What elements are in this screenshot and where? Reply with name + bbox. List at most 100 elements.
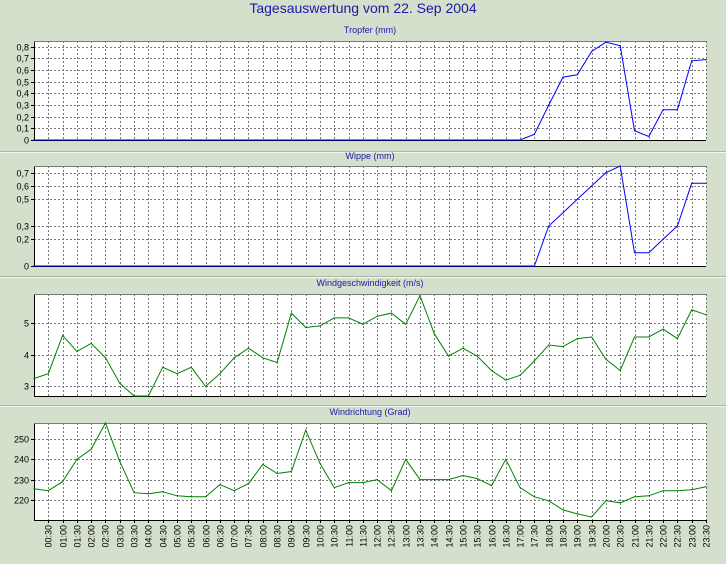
data-point xyxy=(391,313,392,314)
data-point xyxy=(634,496,635,497)
data-point xyxy=(348,482,349,483)
data-point xyxy=(76,459,77,460)
y-tick-label: 230 xyxy=(14,476,29,486)
data-point xyxy=(648,336,649,337)
data-point xyxy=(491,139,492,140)
y-tick-label: 0,7 xyxy=(16,169,29,179)
panel-title: Windgeschwindigkeit (m/s) xyxy=(316,278,423,288)
data-point xyxy=(462,265,463,266)
data-point xyxy=(677,109,678,110)
x-tick-label: 23:00 xyxy=(688,525,698,548)
x-tick-label: 12:30 xyxy=(387,525,397,548)
data-point xyxy=(33,378,34,379)
data-point xyxy=(191,367,192,368)
data-point xyxy=(348,139,349,140)
data-point xyxy=(605,42,606,43)
data-point xyxy=(91,139,92,140)
data-point xyxy=(277,473,278,474)
data-point xyxy=(548,225,549,226)
data-point xyxy=(134,139,135,140)
x-tick-label: 09:00 xyxy=(287,525,297,548)
data-point xyxy=(477,478,478,479)
data-point xyxy=(677,338,678,339)
data-point xyxy=(305,139,306,140)
data-point xyxy=(362,482,363,483)
data-point xyxy=(205,265,206,266)
x-tick-label: 11:00 xyxy=(345,525,355,547)
data-point xyxy=(319,139,320,140)
data-point xyxy=(291,139,292,140)
x-tick-label: 00:30 xyxy=(44,525,54,548)
data-point xyxy=(648,136,649,137)
data-point xyxy=(162,491,163,492)
data-point xyxy=(205,496,206,497)
data-point xyxy=(62,335,63,336)
data-point xyxy=(91,449,92,450)
data-point xyxy=(605,359,606,360)
data-point xyxy=(305,327,306,328)
y-tick-label: 5 xyxy=(24,319,29,329)
x-tick-label: 08:30 xyxy=(273,525,283,548)
data-point xyxy=(148,395,149,396)
data-point xyxy=(334,139,335,140)
data-point xyxy=(505,139,506,140)
data-point xyxy=(134,395,135,396)
data-point xyxy=(334,265,335,266)
y-tick-label: 250 xyxy=(14,435,29,445)
data-point xyxy=(691,489,692,490)
data-point xyxy=(391,265,392,266)
data-point xyxy=(248,265,249,266)
data-point xyxy=(634,252,635,253)
y-tick-label: 0,2 xyxy=(16,113,29,123)
x-tick-label: 16:30 xyxy=(502,525,512,548)
data-point xyxy=(362,324,363,325)
x-tick-label: 14:00 xyxy=(430,525,440,548)
x-tick-label: 10:00 xyxy=(316,525,326,548)
x-tick-label: 11:30 xyxy=(359,525,369,547)
x-tick-label: 01:00 xyxy=(59,525,69,548)
data-point xyxy=(105,357,106,358)
x-tick-label: 07:30 xyxy=(244,525,254,548)
x-tick-label: 17:00 xyxy=(516,525,526,548)
x-tick-label: 19:00 xyxy=(573,525,583,548)
data-point xyxy=(434,139,435,140)
y-tick-label: 0,2 xyxy=(16,235,29,245)
x-tick-label: 05:00 xyxy=(173,525,183,548)
x-tick-label: 04:30 xyxy=(159,525,169,548)
data-point xyxy=(591,185,592,186)
data-point xyxy=(434,265,435,266)
x-tick-label: 13:30 xyxy=(416,525,426,548)
data-point xyxy=(119,461,120,462)
x-tick-label: 14:30 xyxy=(445,525,455,548)
data-point xyxy=(663,239,664,240)
data-point xyxy=(48,265,49,266)
data-point xyxy=(33,139,34,140)
data-point xyxy=(419,295,420,296)
data-point xyxy=(119,265,120,266)
data-point xyxy=(291,265,292,266)
data-point xyxy=(620,370,621,371)
data-point xyxy=(48,373,49,374)
data-point xyxy=(663,109,664,110)
data-point xyxy=(448,265,449,266)
data-point xyxy=(591,51,592,52)
y-tick-label: 0,3 xyxy=(16,101,29,111)
data-point xyxy=(248,483,249,484)
data-point xyxy=(277,362,278,363)
data-point xyxy=(205,139,206,140)
x-tick-label: 10:30 xyxy=(330,525,340,548)
data-point xyxy=(705,183,706,184)
data-point xyxy=(234,139,235,140)
data-point xyxy=(319,325,320,326)
x-tick-label: 06:30 xyxy=(216,525,226,548)
x-tick-label: 05:30 xyxy=(187,525,197,548)
data-point xyxy=(548,344,549,345)
data-point xyxy=(577,74,578,75)
data-point xyxy=(262,464,263,465)
panel-4: Windrichtung (Grad) 220 230 240 250 xyxy=(14,407,707,521)
data-point xyxy=(134,492,135,493)
data-point xyxy=(148,265,149,266)
data-point xyxy=(477,356,478,357)
data-point xyxy=(205,386,206,387)
